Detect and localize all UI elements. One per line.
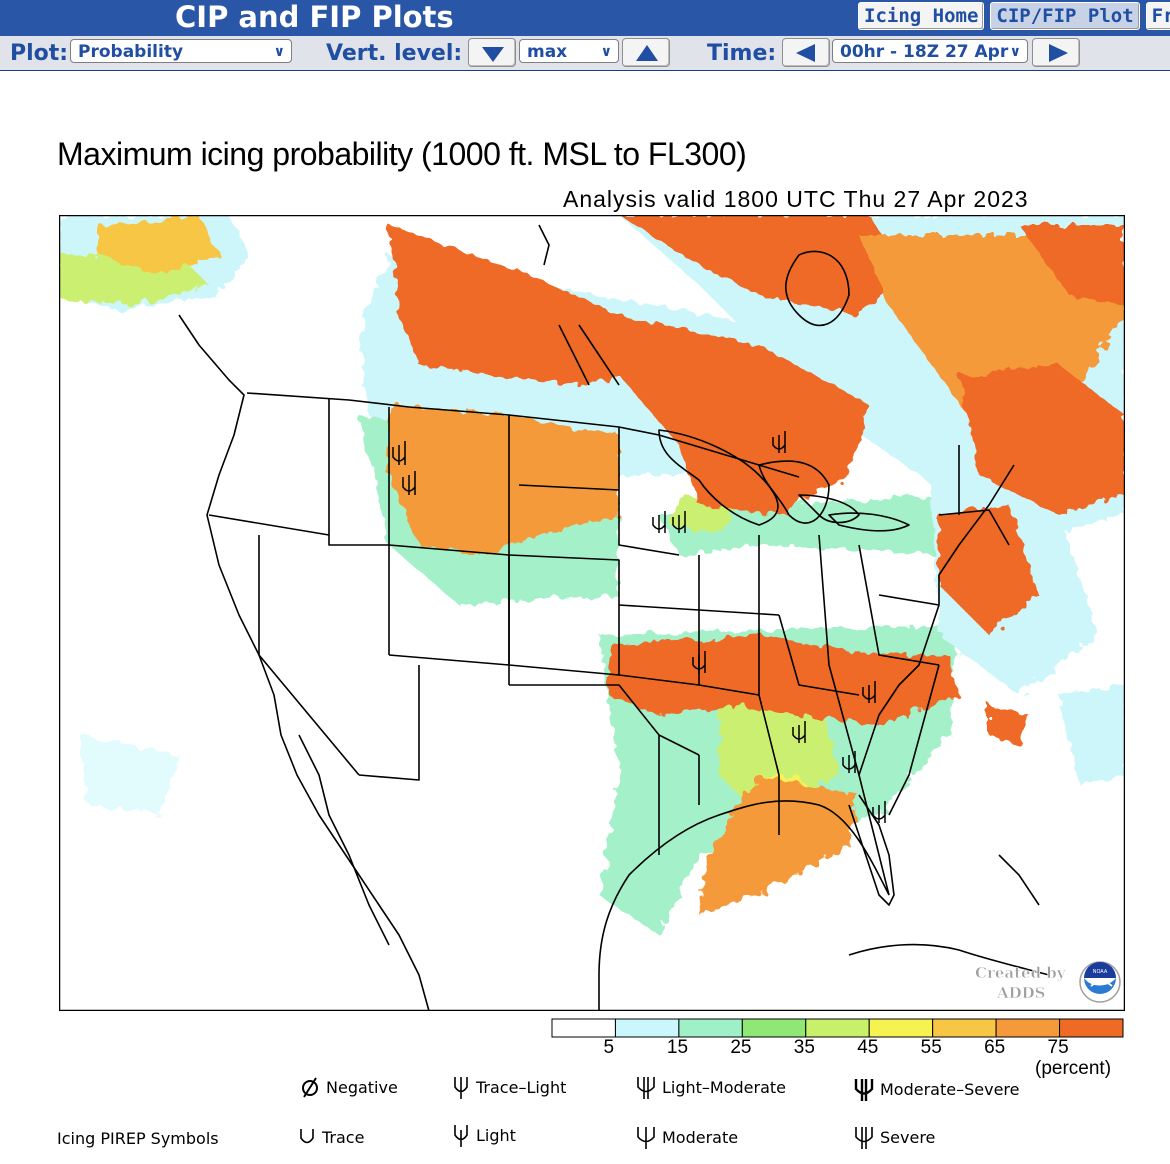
colorbar-tick-label: 35 <box>793 1037 815 1058</box>
colorbar-tick-label: 5 <box>603 1037 615 1058</box>
icing-home-link[interactable]: Icing Home <box>858 2 985 30</box>
colorbar-tick-label: 45 <box>857 1037 879 1058</box>
pirep-markers <box>392 431 886 823</box>
pirep-light-moderate: Light–Moderate <box>634 1072 786 1102</box>
triangle-down-icon <box>482 47 504 62</box>
triangle-up-icon <box>636 45 658 61</box>
credit-adds: ADDS <box>996 984 1046 1002</box>
plot-select[interactable]: Probability ∨ <box>70 39 292 63</box>
colorbar-bin <box>678 1018 743 1038</box>
colorbar-bin <box>868 1018 934 1038</box>
light-icon <box>454 1125 468 1147</box>
time-label: Time: <box>707 41 777 66</box>
map-outlines <box>178 224 1050 1011</box>
colorbar-unit: (percent) <box>1035 1058 1112 1079</box>
noaa-logo-icon: NOAA <box>1079 961 1121 1003</box>
pirep-trace: Trace <box>296 1122 364 1152</box>
colorbar-bin <box>932 1018 997 1038</box>
pirep-light: Light <box>450 1120 516 1150</box>
trace-icon <box>300 1129 314 1144</box>
probability-colorbar <box>551 1018 1124 1038</box>
adds-credit: Created by ADDS NOAA <box>963 960 1123 1006</box>
level-up-button[interactable] <box>622 38 670 67</box>
colorbar-bin <box>551 1018 616 1038</box>
svg-text:NOAA: NOAA <box>1093 969 1108 975</box>
level-select-value: max <box>527 42 568 62</box>
pirep-trace-light: Trace–Light <box>450 1072 566 1102</box>
app-header: CIP and FIP Plots Icing Home CIP/FIP Plo… <box>0 0 1170 71</box>
moderate-icon <box>637 1127 655 1149</box>
pirep-moderate-severe: Moderate–Severe <box>852 1074 1019 1104</box>
moderate-severe-icon <box>854 1079 874 1101</box>
triangle-right-icon <box>1049 44 1068 62</box>
colorbar-tick-label: 75 <box>1047 1037 1069 1058</box>
level-select[interactable]: max ∨ <box>519 39 619 63</box>
chevron-down-icon: ∨ <box>273 44 285 60</box>
time-select-value: 00hr - 18Z 27 Apr <box>840 42 1009 62</box>
trace-light-icon <box>454 1077 468 1099</box>
light-moderate-icon <box>637 1077 655 1099</box>
time-next-button[interactable] <box>1032 38 1080 67</box>
map-frame <box>59 215 1125 1011</box>
colorbar-bin <box>805 1018 870 1038</box>
chevron-down-icon: ∨ <box>600 44 612 60</box>
colorbar-bin <box>995 1018 1061 1038</box>
chevron-down-icon: ∨ <box>1009 44 1021 60</box>
triangle-left-icon <box>796 44 815 62</box>
level-down-button[interactable] <box>468 38 516 67</box>
colorbar-tick-label: 15 <box>666 1037 689 1058</box>
plot-select-value: Probability <box>78 42 184 62</box>
colorbar-tick-label: 55 <box>920 1037 942 1058</box>
cip-fip-plot-link[interactable]: CIP/FIP Plot <box>990 2 1140 30</box>
pirep-legend-heading: Icing PIREP Symbols <box>57 1129 219 1148</box>
negative-icon <box>302 1077 318 1098</box>
nav-links: Icing Home CIP/FIP Plot Fr <box>858 2 1170 30</box>
icing-probability-map[interactable] <box>59 215 1125 1011</box>
fr-link[interactable]: Fr <box>1145 2 1170 30</box>
colorbar-bin <box>1059 1018 1124 1038</box>
colorbar-bin <box>741 1018 807 1038</box>
pirep-moderate: Moderate <box>634 1122 738 1152</box>
plot-toolbar: Plot: Probability ∨ Vert. level: max ∨ T… <box>0 36 1170 70</box>
colorbar-tick-label: 65 <box>984 1037 1006 1058</box>
pirep-negative: Negative <box>300 1072 398 1102</box>
colorbar-tick-label: 25 <box>730 1037 752 1058</box>
plot-title: Maximum icing probability (1000 ft. MSL … <box>57 136 747 172</box>
analysis-valid-time: Analysis valid 1800 UTC Thu 27 Apr 2023 <box>563 186 1029 212</box>
vertical-level-label: Vert. level: <box>326 41 463 66</box>
plot-label: Plot: <box>10 41 69 66</box>
credit-created-by: Created by <box>975 964 1067 982</box>
time-select[interactable]: 00hr - 18Z 27 Apr ∨ <box>832 39 1028 63</box>
severe-icon <box>855 1127 873 1149</box>
pirep-severe: Severe <box>852 1122 935 1152</box>
time-previous-button[interactable] <box>782 38 830 67</box>
colorbar-bin <box>614 1018 680 1038</box>
app-title: CIP and FIP Plots <box>175 0 454 34</box>
